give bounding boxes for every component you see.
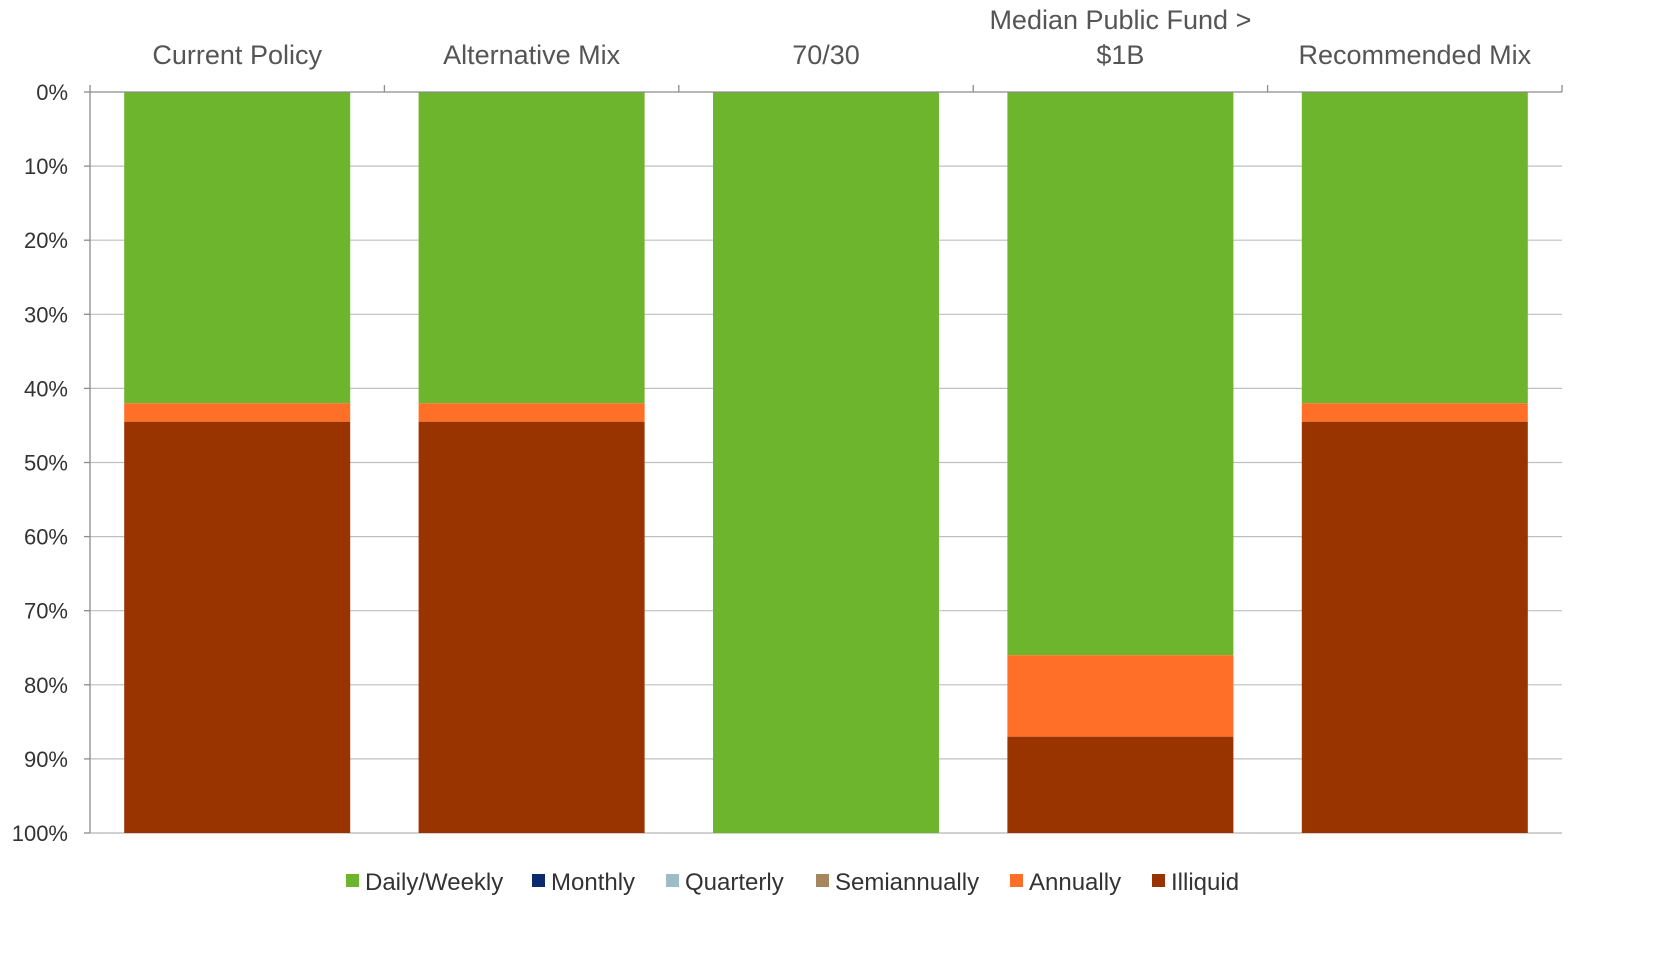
- legend-label: Quarterly: [685, 869, 784, 896]
- bar-segment-illiquid: [418, 421, 645, 833]
- bar-segment-illiquid: [1007, 736, 1234, 833]
- bar-segment-annually: [418, 403, 645, 422]
- y-tick-label: 40%: [24, 376, 68, 401]
- labels: 0% 10% 20% 30% 40% 50% 60% 70% 80% 90% 100% Current…: [12, 5, 1532, 846]
- y-tick-label: 50%: [24, 451, 68, 476]
- legend-swatch: [1010, 874, 1023, 887]
- legend-swatch: [532, 874, 545, 887]
- legend-swatch: [666, 874, 679, 887]
- axes: [84, 85, 1563, 834]
- category-label: Alternative Mix: [443, 40, 621, 70]
- bar-segment-annually: [1301, 403, 1528, 422]
- y-tick-label: 70%: [24, 599, 68, 624]
- legend-swatch: [1152, 874, 1165, 887]
- y-tick-label: 20%: [24, 228, 68, 253]
- bar-segment-illiquid: [1301, 421, 1528, 833]
- category-label: Recommended Mix: [1299, 40, 1532, 70]
- bar-segment-daily-weekly: [1007, 92, 1234, 656]
- category-label: 70/30: [792, 40, 860, 70]
- legend-label: Semiannually: [835, 869, 979, 896]
- category-label: Median Public Fund >: [989, 5, 1251, 35]
- y-tick-label: 100%: [12, 821, 68, 846]
- legend: Daily/Weekly Monthly Quarterly Semiannually…: [346, 869, 1239, 896]
- legend-label: Daily/Weekly: [365, 869, 503, 896]
- legend-label: Annually: [1029, 869, 1121, 896]
- bar-segment-daily-weekly: [124, 92, 351, 404]
- category-label: $1B: [1096, 40, 1144, 70]
- y-tick-label: 30%: [24, 302, 68, 327]
- y-tick-label: 0%: [36, 80, 68, 105]
- y-tick-label: 80%: [24, 673, 68, 698]
- bar-segment-daily-weekly: [1301, 92, 1528, 404]
- bar-segment-annually: [1007, 655, 1234, 737]
- legend-label: Monthly: [551, 869, 635, 896]
- bars: [124, 92, 1528, 833]
- y-tick-label: 60%: [24, 525, 68, 550]
- bar-segment-daily-weekly: [713, 92, 939, 833]
- bar-segment-illiquid: [124, 421, 351, 833]
- bar-segment-annually: [124, 403, 351, 422]
- category-label: Current Policy: [152, 40, 322, 70]
- y-tick-label: 90%: [24, 747, 68, 772]
- y-tick-label: 10%: [24, 154, 68, 179]
- legend-label: Illiquid: [1171, 869, 1239, 896]
- legend-swatch: [346, 874, 359, 887]
- legend-swatch: [816, 874, 829, 887]
- bar-segment-daily-weekly: [418, 92, 645, 404]
